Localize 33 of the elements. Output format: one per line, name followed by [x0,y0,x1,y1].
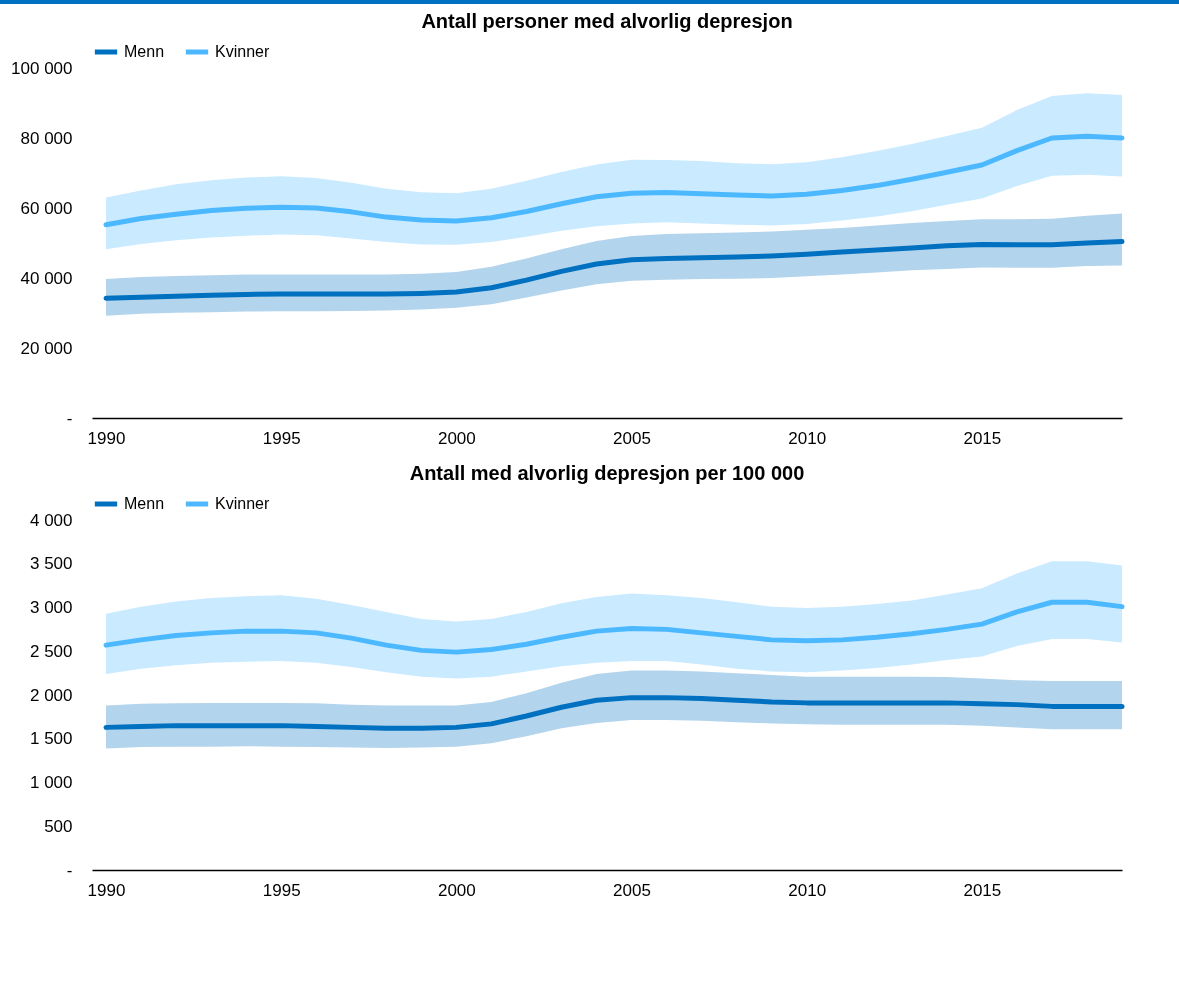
y-tick-label: - [66,860,73,880]
y-tick-label: 2 000 [29,685,73,705]
x-tick-label: 2010 [788,880,827,900]
x-tick-label: 1995 [262,428,301,448]
x-tick-label: 2015 [963,880,1002,900]
y-tick-label: 3 500 [29,554,73,574]
x-tick-label: 2000 [437,880,476,900]
y-tick-label: - [66,408,73,428]
x-tick-label: 1990 [87,428,126,448]
x-tick-label: 2000 [437,428,476,448]
legend-label: Kvinner [215,495,270,512]
x-tick-label: 2005 [613,428,651,448]
x-tick-label: 2010 [788,428,827,448]
chart-title: Antall personer med alvorlig depresjon [421,10,793,32]
legend-label: Menn [124,495,165,512]
x-tick-label: 1995 [262,880,301,900]
y-tick-label: 500 [44,816,73,836]
x-tick-label: 2005 [613,880,651,900]
y-tick-label: 80 000 [20,128,73,148]
legend-label: Menn [124,43,165,60]
x-tick-label: 2015 [963,428,1002,448]
y-tick-label: 100 000 [11,58,73,78]
chart-title: Antall med alvorlig depresjon per 100 000 [409,462,805,484]
y-tick-label: 4 000 [29,510,73,530]
y-tick-label: 1 000 [29,773,73,792]
y-tick-label: 3 000 [29,598,73,617]
y-tick-label: 60 000 [20,198,73,218]
x-tick-label: 1990 [87,880,126,900]
y-tick-label: 20 000 [20,338,73,358]
y-tick-label: 2 500 [29,641,73,661]
legend-label: Kvinner [215,43,270,60]
y-tick-label: 1 500 [29,729,73,749]
y-tick-label: 40 000 [20,268,73,288]
